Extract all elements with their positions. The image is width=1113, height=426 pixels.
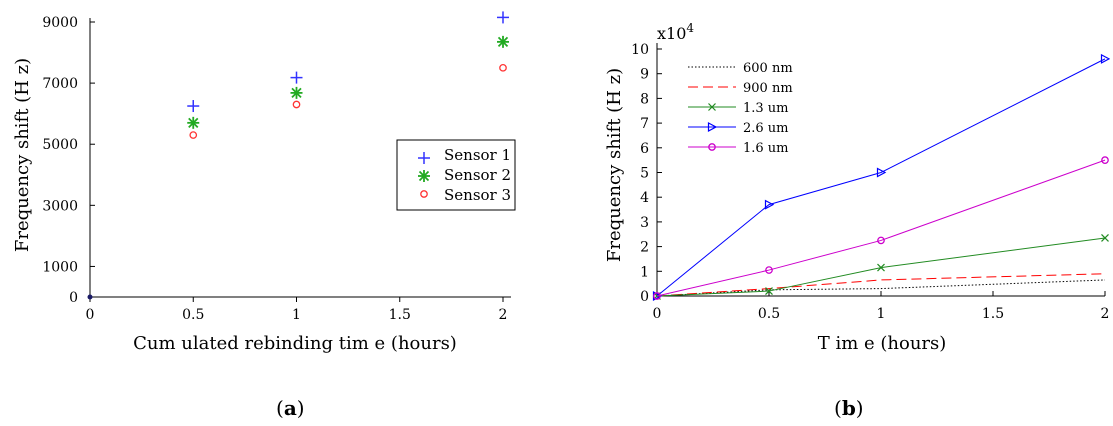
paren-close: ) [855, 396, 864, 420]
y-tick-label: 9000 [42, 15, 78, 31]
y-axis-label: Frequency shift (H z) [604, 68, 625, 262]
legend-marker [420, 190, 428, 198]
series-line [656, 273, 1106, 297]
x-tick-label: 0 [653, 306, 662, 322]
y-multiplier-exp: 4 [686, 21, 694, 35]
chart-b-axes [656, 43, 1105, 297]
data-point [290, 71, 303, 84]
y-tick-label: 10 [631, 42, 649, 58]
panel-label-b: (b) [834, 396, 864, 420]
x-tick-label: 2 [1101, 306, 1110, 322]
legend-marker [418, 170, 430, 182]
x-tick-label: 1.5 [982, 306, 1004, 322]
series-line [656, 279, 1106, 297]
y-axis-label: Frequency shift (H z) [12, 58, 33, 252]
data-point [499, 63, 507, 72]
y-tick-label: 7 [640, 116, 649, 132]
data-point [292, 100, 301, 109]
y-tick-label: 3000 [42, 198, 78, 214]
data-point [876, 167, 887, 178]
data-point [290, 86, 303, 99]
x-tick-label: 2 [499, 307, 508, 323]
y-tick-label: 0 [640, 289, 649, 305]
x-axis-label: Cum ulated rebinding tim e (hours) [133, 333, 457, 354]
y-tick-label: 2 [640, 240, 649, 256]
data-point [764, 199, 775, 210]
y-multiplier: x104 [657, 21, 694, 43]
data-point [1100, 53, 1110, 64]
legend-marker [707, 122, 718, 132]
y-tick-label: 0 [69, 290, 78, 306]
x-tick-label: 1 [292, 307, 301, 323]
data-point [1101, 156, 1109, 164]
y-tick-label: 6 [640, 141, 649, 157]
y-tick-label: 4 [640, 190, 649, 206]
y-tick-label: 8 [640, 91, 649, 107]
y-multiplier-base: x10 [657, 24, 686, 43]
series-line [656, 159, 1106, 297]
data-point [187, 100, 200, 113]
panel-letter: a [283, 396, 297, 420]
legend: 600 nm 900 nm 1.3 um 2.6 um 1.6 um [688, 61, 793, 156]
series-line [656, 58, 1106, 297]
panel-letter: b [841, 396, 856, 420]
data-point [1101, 234, 1109, 242]
chart-a-ticks: 0 0.5 1 1.5 2 0 1000 3000 5000 7000 9000 [42, 15, 507, 323]
series-line [656, 237, 1106, 297]
paren-close: ) [296, 396, 305, 420]
y-tick-label: 5000 [42, 137, 78, 153]
data-point [187, 116, 200, 129]
data-point [765, 266, 773, 274]
x-tick-label: 0.5 [758, 306, 780, 322]
y-tick-label: 1 [640, 264, 649, 280]
data-point [189, 131, 198, 139]
data-point [877, 236, 885, 245]
y-tick-label: 1000 [42, 259, 78, 275]
data-point [765, 287, 773, 295]
legend-label-1-3um: 1.3 um [743, 101, 789, 116]
data-point [653, 292, 661, 300]
data-point [877, 263, 885, 272]
x-tick-label: 0 [86, 307, 95, 323]
y-tick-label: 7000 [42, 76, 78, 92]
data-point [497, 35, 509, 48]
chart-b-lines [652, 53, 1110, 301]
y-tick-label: 9 [640, 67, 649, 83]
legend-label-sensor-1: Sensor 1 [444, 146, 511, 164]
panel-label-a: (a) [276, 396, 305, 420]
x-tick-label: 1 [877, 306, 886, 322]
y-tick-label: 5 [640, 166, 649, 182]
legend-box [396, 139, 516, 211]
data-point [497, 11, 509, 24]
legend-label-1-6um: 1.6 um [743, 141, 789, 156]
legend-markers [418, 152, 430, 198]
legend-marker [708, 103, 716, 111]
legend-label-sensor-3: Sensor 3 [444, 186, 511, 204]
chart-a-points [87, 11, 509, 300]
x-tick-label: 0.5 [182, 307, 204, 323]
legend: Sensor 1 Sensor 2 Sensor 3 [396, 139, 516, 211]
x-axis-label: T im e (hours) [818, 333, 947, 354]
y-tick-label: 3 [640, 215, 649, 231]
legend-label-sensor-2: Sensor 2 [444, 166, 511, 184]
paren-open: ( [834, 396, 842, 420]
paren-open: ( [276, 396, 284, 420]
legend-marker [418, 152, 430, 164]
chart-b-ticks: 0 0.5 1 1.5 2 0 1 2 3 4 5 6 7 8 9 10 [631, 42, 1109, 322]
chart-a: 0 0.5 1 1.5 2 0 1000 3000 5000 7000 9000 Cum ulate… [12, 11, 516, 354]
x-tick-label: 1.5 [389, 307, 411, 323]
legend-label-600nm: 600 nm [743, 61, 793, 76]
origin-point [87, 294, 93, 300]
legend-label-900nm: 900 nm [743, 81, 793, 96]
legend-marker [708, 143, 716, 151]
chart-a-axes [89, 18, 511, 298]
legend-label-2-6um: 2.6 um [743, 121, 789, 136]
